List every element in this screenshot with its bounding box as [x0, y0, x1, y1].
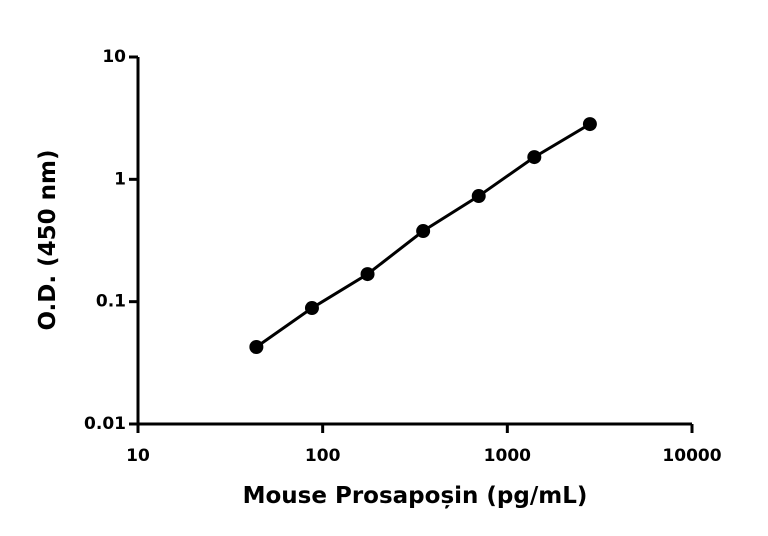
- x-tick-label: 100: [305, 446, 341, 466]
- x-axis-label: Mouse Prosapoșin (pg/mL): [243, 483, 588, 509]
- data-point: [582, 117, 597, 132]
- data-point: [416, 224, 431, 239]
- data-point: [527, 150, 542, 165]
- y-tick-label: 0.01: [84, 414, 126, 434]
- data-point: [471, 189, 486, 204]
- y-tick-label: 0.1: [96, 292, 126, 312]
- x-tick-label: 10: [126, 446, 150, 466]
- y-tick-label: 1: [114, 169, 126, 189]
- y-tick-label: 10: [102, 47, 126, 67]
- data-point: [249, 340, 264, 355]
- y-axis-label: O.D. (450 nm): [35, 149, 61, 330]
- data-point: [360, 267, 375, 282]
- data-point: [304, 301, 319, 316]
- x-tick-label: 1000: [484, 446, 531, 466]
- x-tick-label: 10000: [662, 446, 721, 466]
